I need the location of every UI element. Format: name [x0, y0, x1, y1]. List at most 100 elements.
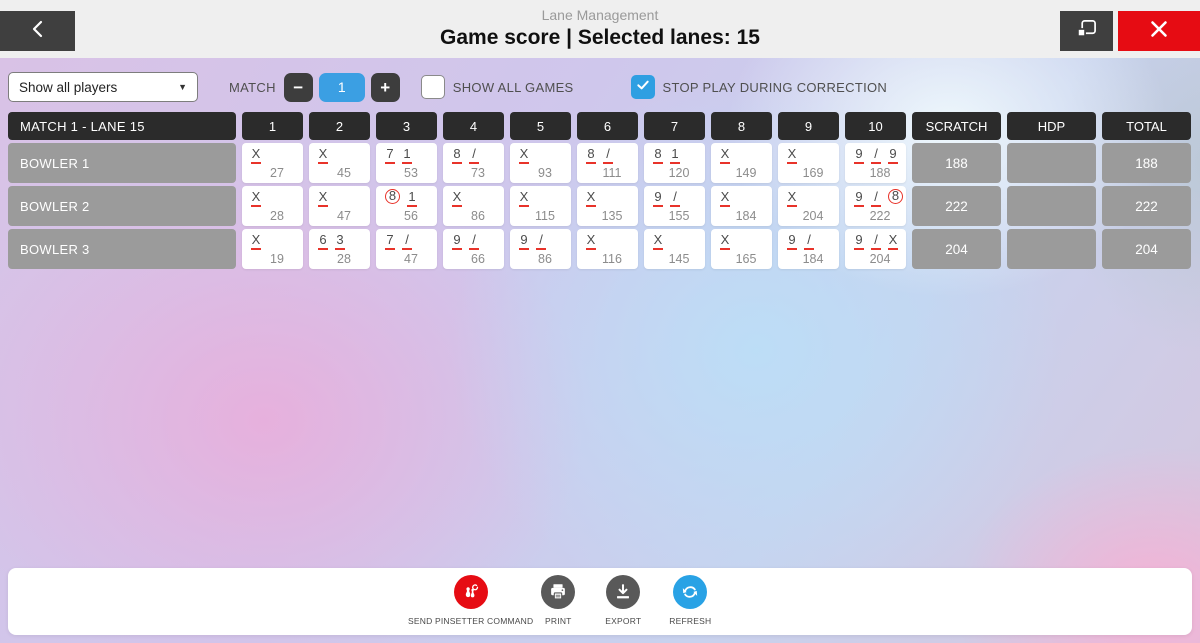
throw-mark: /	[536, 233, 546, 250]
print-button[interactable]: PRINT	[541, 575, 576, 626]
extra-header: TOTAL	[1102, 112, 1191, 140]
throw-mark: 7	[385, 147, 395, 164]
bowler-name: BOWLER 1	[8, 143, 236, 183]
throw-mark: 8	[653, 147, 663, 164]
frame-cell[interactable]: X 27	[242, 143, 303, 183]
throw-mark: X	[586, 190, 596, 207]
frame-cell[interactable]: 9/155	[644, 186, 705, 226]
frame-cell[interactable]: 9 / 9 188	[845, 143, 906, 183]
frame-cell[interactable]: X 45	[309, 143, 370, 183]
frame-cell[interactable]: 8/73	[443, 143, 504, 183]
throw-mark: X	[452, 190, 462, 207]
cumulative-score: 27	[270, 166, 284, 180]
frame-throws: X	[720, 233, 768, 250]
frame-header: 1	[242, 112, 303, 140]
split-throw-mark: 8	[385, 189, 400, 204]
action-label: EXPORT	[605, 616, 642, 626]
hdp-value	[1007, 229, 1096, 269]
content-area: Show all players ▼ MATCH − 1 + SHOW ALL …	[0, 58, 1200, 643]
frame-cell[interactable]: X 115	[510, 186, 571, 226]
frame-throws: X	[519, 147, 567, 164]
frame-throws: X	[586, 190, 634, 207]
cumulative-score: 149	[735, 166, 757, 180]
throw-mark: 9	[653, 190, 663, 207]
throw-mark: X	[720, 147, 730, 164]
cumulative-score: 86	[538, 252, 552, 266]
download-icon	[606, 575, 641, 609]
match-label: MATCH	[229, 79, 276, 95]
window-restore-icon	[1075, 18, 1098, 44]
frame-cell[interactable]: 8/111	[577, 143, 638, 183]
action-label: SEND PINSETTER COMMAND	[408, 616, 534, 626]
export-button[interactable]: EXPORT	[605, 575, 641, 626]
frame-throws: X	[586, 233, 634, 250]
frame-cell[interactable]: 8 1 56	[376, 186, 437, 226]
frame-cell[interactable]: 8 1 120	[644, 143, 705, 183]
cumulative-score: 165	[735, 252, 757, 266]
frame-cell[interactable]: 9 / X 204	[845, 229, 906, 269]
cumulative-score: 116	[602, 252, 622, 266]
frame-cell[interactable]: 9/66	[443, 229, 504, 269]
refresh-button[interactable]: REFRESH	[669, 575, 711, 626]
frame-header: 3	[376, 112, 437, 140]
scratch-value: 204	[912, 229, 1001, 269]
frame-cell[interactable]: 9/86	[510, 229, 571, 269]
extra-header: HDP	[1007, 112, 1096, 140]
frame-cell[interactable]: 7 1 53	[376, 143, 437, 183]
frame-cell[interactable]: X 165	[711, 229, 772, 269]
throw-mark: X	[720, 233, 730, 250]
frame-cell[interactable]: X 28	[242, 186, 303, 226]
match-value-field[interactable]: 1	[318, 72, 365, 102]
title-bar: Lane Management Game score | Selected la…	[0, 0, 1200, 58]
total-value: 188	[1102, 143, 1191, 183]
frame-throws: 9/	[653, 190, 701, 207]
frame-header: 8	[711, 112, 772, 140]
frame-cell[interactable]: X 135	[577, 186, 638, 226]
frame-cell[interactable]: 9/184	[778, 229, 839, 269]
match-increment-button[interactable]: +	[370, 72, 400, 102]
scoreboard: MATCH 1 - LANE 15 1 2 3 4 5 6 7 8 9 10 SCRATCH HDP TO…	[8, 112, 1191, 269]
frame-cell[interactable]: X 93	[510, 143, 571, 183]
frame-header: 2	[309, 112, 370, 140]
match-decrement-button[interactable]: −	[283, 72, 313, 102]
frame-cell[interactable]: X 47	[309, 186, 370, 226]
frame-cell[interactable]: X 169	[778, 143, 839, 183]
frame-cell[interactable]: X 145	[644, 229, 705, 269]
frame-throws: 9 / 8	[854, 189, 903, 207]
frame-cell[interactable]: 6 3 28	[309, 229, 370, 269]
total-value: 222	[1102, 186, 1191, 226]
close-button[interactable]	[1118, 11, 1200, 51]
cumulative-score: 53	[404, 166, 418, 180]
throw-mark: /	[670, 190, 680, 207]
throw-mark: /	[402, 233, 412, 250]
throw-mark: /	[469, 147, 479, 164]
cumulative-score: 66	[471, 252, 485, 266]
stop-play-checkbox[interactable]	[630, 75, 655, 99]
window-restore-button[interactable]	[1060, 11, 1113, 51]
send-pinsetter-command-button[interactable]: SEND PINSETTER COMMAND	[408, 575, 533, 626]
cumulative-score: 28	[270, 209, 284, 223]
frame-cell[interactable]: X 149	[711, 143, 772, 183]
show-all-games-checkbox[interactable]	[420, 75, 445, 99]
frame-cell[interactable]: X 184	[711, 186, 772, 226]
frame-cell[interactable]: X 116	[577, 229, 638, 269]
throw-mark: X	[251, 147, 261, 164]
throw-mark: 9	[452, 233, 462, 250]
action-label: PRINT	[545, 616, 572, 626]
frame-cell[interactable]: X 19	[242, 229, 303, 269]
throw-mark: X	[787, 147, 797, 164]
frame-cell[interactable]: 9 / 8 222	[845, 186, 906, 226]
player-filter-select[interactable]: Show all players ▼	[8, 72, 198, 102]
frame-cell[interactable]: X 204	[778, 186, 839, 226]
player-filter-value: Show all players	[19, 79, 118, 95]
throw-mark: 1	[670, 147, 680, 164]
frame-cell[interactable]: X 86	[443, 186, 504, 226]
throw-mark: X	[653, 233, 663, 250]
frame-throws: 8/	[452, 147, 500, 164]
back-button[interactable]	[0, 11, 75, 51]
frame-cell[interactable]: 7/47	[376, 229, 437, 269]
throw-mark: 7	[385, 233, 395, 250]
